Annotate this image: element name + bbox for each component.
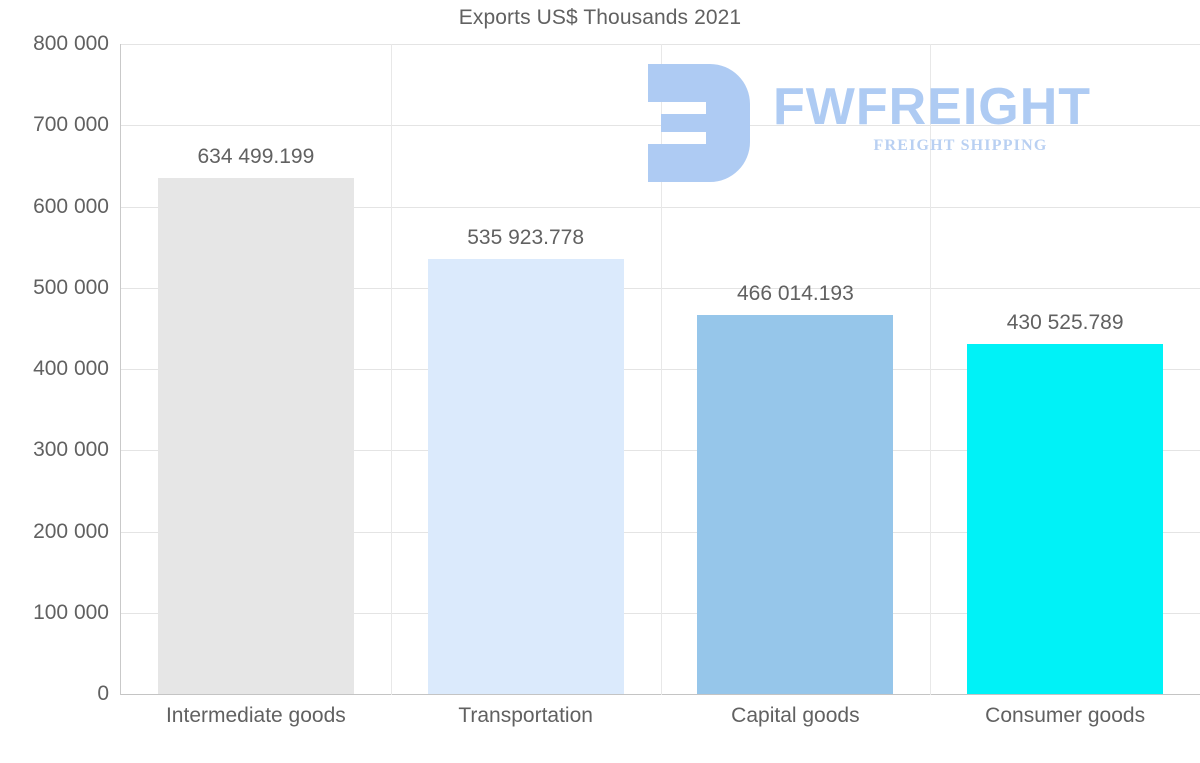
x-axis-category-label: Consumer goods [985,704,1146,727]
gridline-x [930,44,931,695]
bar-value-label: 430 525.789 [1006,311,1124,335]
y-axis-tick-label: 300 000 [33,438,109,462]
gridline-y [121,287,1200,289]
gridline-y [121,206,1200,208]
bar[interactable] [157,178,354,694]
x-axis-category-label: Intermediate goods [165,704,346,727]
gridline-y [121,450,1200,452]
x-axis-category-label: Capital goods [731,704,860,727]
y-axis-tick-label: 600 000 [33,194,109,218]
y-axis-tick-label: 0 [97,682,109,705]
gridline-y [121,369,1200,370]
gridline-y [121,531,1200,533]
y-axis-tick-label: 200 000 [33,519,109,543]
y-axis-tick-label: 100 000 [33,600,109,624]
x-axis-category-label: Transportation [458,704,593,727]
gridline-x [661,44,662,695]
bar-value-label: 634 499.199 [197,145,315,169]
plot-area: 634 499.199 535 923.778 466 014.193 430 525… [121,44,1200,695]
y-axis-tick-label: 400 000 [33,357,109,380]
chart-title: Exports US$ Thousands 2021 [458,6,742,29]
gridline-y [121,694,1200,695]
y-axis-tick-label: 700 000 [33,113,109,137]
bar[interactable] [427,258,624,694]
y-axis-line [120,44,121,695]
gridline-y [121,612,1200,614]
bar-value-label: 466 014.193 [736,282,854,306]
gridline-y [121,44,1200,45]
bar[interactable] [967,344,1164,694]
y-axis-tick-label: 500 000 [33,275,109,299]
gridline-x [391,44,392,695]
bar-value-label: 535 923.778 [467,225,585,249]
y-axis-tick-label: 800 000 [33,32,109,55]
bar[interactable] [697,315,894,694]
